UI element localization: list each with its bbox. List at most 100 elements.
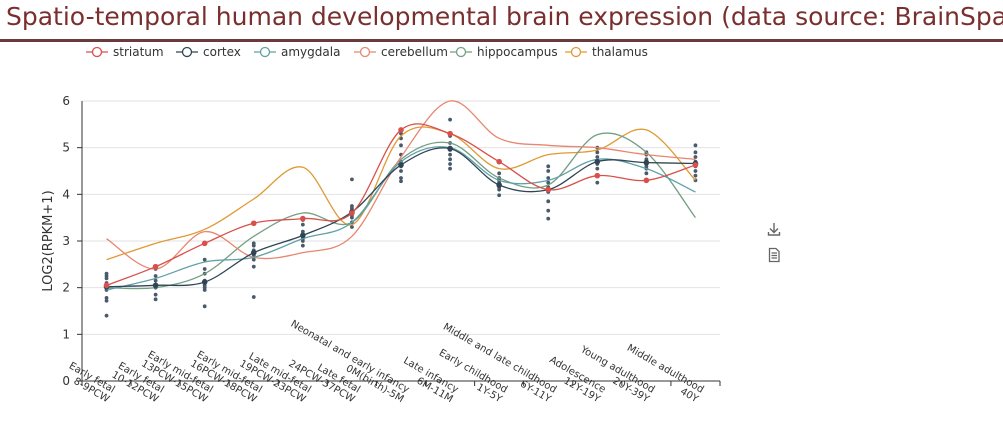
y-tick-label: 2 [62,281,70,295]
sample-point [153,297,158,302]
y-tick-label: 0 [62,374,70,388]
sample-point [693,155,698,159]
series-point-cortex [496,182,502,188]
series-point-cortex [201,279,208,285]
legend-label: thalamus [592,45,648,59]
sample-point [153,274,158,278]
series-lines [103,100,699,291]
legend-item-hippocampus[interactable]: hippocampus [450,45,558,59]
sample-point [350,177,354,182]
sample-point [104,271,109,276]
y-tick-label: 3 [62,234,70,248]
sample-point [399,169,403,173]
sample-point [546,176,551,180]
grid-lines [82,100,720,335]
legend-label: cerebellum [381,45,448,59]
sample-point [595,155,600,159]
legend-item-cortex[interactable]: cortex [176,45,241,59]
sample-point [153,292,158,297]
y-tick-label: 1 [62,327,70,341]
series-point-striatum [447,130,453,137]
sample-point [202,267,207,271]
page-title: Spatio-temporal human developmental brai… [6,2,1003,31]
series-point-striatum [152,263,159,270]
sample-point [350,204,354,208]
sample-point [399,179,403,184]
sample-point [546,208,551,213]
sample-point [104,298,109,303]
sample-point [251,264,256,269]
sample-point [153,278,158,283]
y-axis-tick-labels: 0 1 2 3 4 5 6 [62,94,70,388]
legend-marker [181,46,193,58]
sample-point [202,257,207,262]
legend-marker [570,46,582,58]
series-point-striatum [103,282,110,289]
sample-point [251,295,256,299]
sample-point [399,176,403,180]
sample-point [595,150,600,155]
data-view-icon[interactable] [766,247,782,263]
series-point-cortex [300,232,306,239]
series-point-striatum [545,186,552,193]
sample-point [595,180,600,185]
legend-item-cerebellum[interactable]: cerebellum [354,45,448,59]
sample-point [448,162,452,166]
sample-point [300,229,305,234]
series-point-striatum [594,172,601,179]
legend[interactable]: striatum cortex amygdala cerebellum hippocam… [86,45,648,59]
series-point-cortex [398,162,404,168]
y-tick-label: 6 [62,94,70,108]
legend-item-amygdala[interactable]: amygdala [254,45,340,59]
sample-point [300,243,305,248]
sample-point [448,117,452,122]
sample-point [546,216,551,221]
sample-point [546,180,551,185]
series-point-striatum [643,177,650,184]
sample-point [546,169,551,173]
legend-marker [359,46,371,58]
series-point-striatum [201,240,208,247]
series-point-cortex [250,249,257,256]
series-point-striatum [250,220,257,227]
legend-item-thalamus[interactable]: thalamus [565,45,648,59]
y-tick-label: 4 [62,187,70,201]
sample-point [448,152,452,157]
y-tick-label: 5 [62,141,70,155]
sample-point [595,166,600,171]
series-point-cortex [594,158,601,165]
legend-marker [455,46,467,58]
sample-point [693,150,698,155]
series-line-hippocampus [106,132,696,290]
sample-point [350,225,354,229]
legend-marker [91,46,103,58]
sample-point [644,171,649,176]
sample-point [546,164,551,169]
series-point-striatum [398,127,404,133]
legend-item-striatum[interactable]: striatum [86,45,164,59]
title-divider [0,39,1003,42]
series-line-thalamus [106,126,696,261]
series-point-cortex [447,145,453,152]
series-point-striatum [349,210,355,216]
series-point-striatum [692,162,699,168]
series-point-cortex [152,282,159,289]
sample-point [448,157,452,162]
legend-label: hippocampus [477,45,558,59]
series-point-striatum [300,215,306,222]
sample-point [104,296,109,300]
download-icon[interactable] [766,221,782,237]
sample-point [448,166,452,171]
series-line-cerebellum [106,100,696,270]
series-point-striatum [496,158,502,165]
sample-point [251,241,256,246]
sample-point [546,199,551,204]
sample-point [693,143,698,148]
legend-label: cortex [203,45,241,59]
axes [77,101,721,386]
sample-point [399,143,403,148]
series-line-cortex [106,147,696,288]
y-axis-label: LOG2(RPKM+1) [41,190,56,291]
